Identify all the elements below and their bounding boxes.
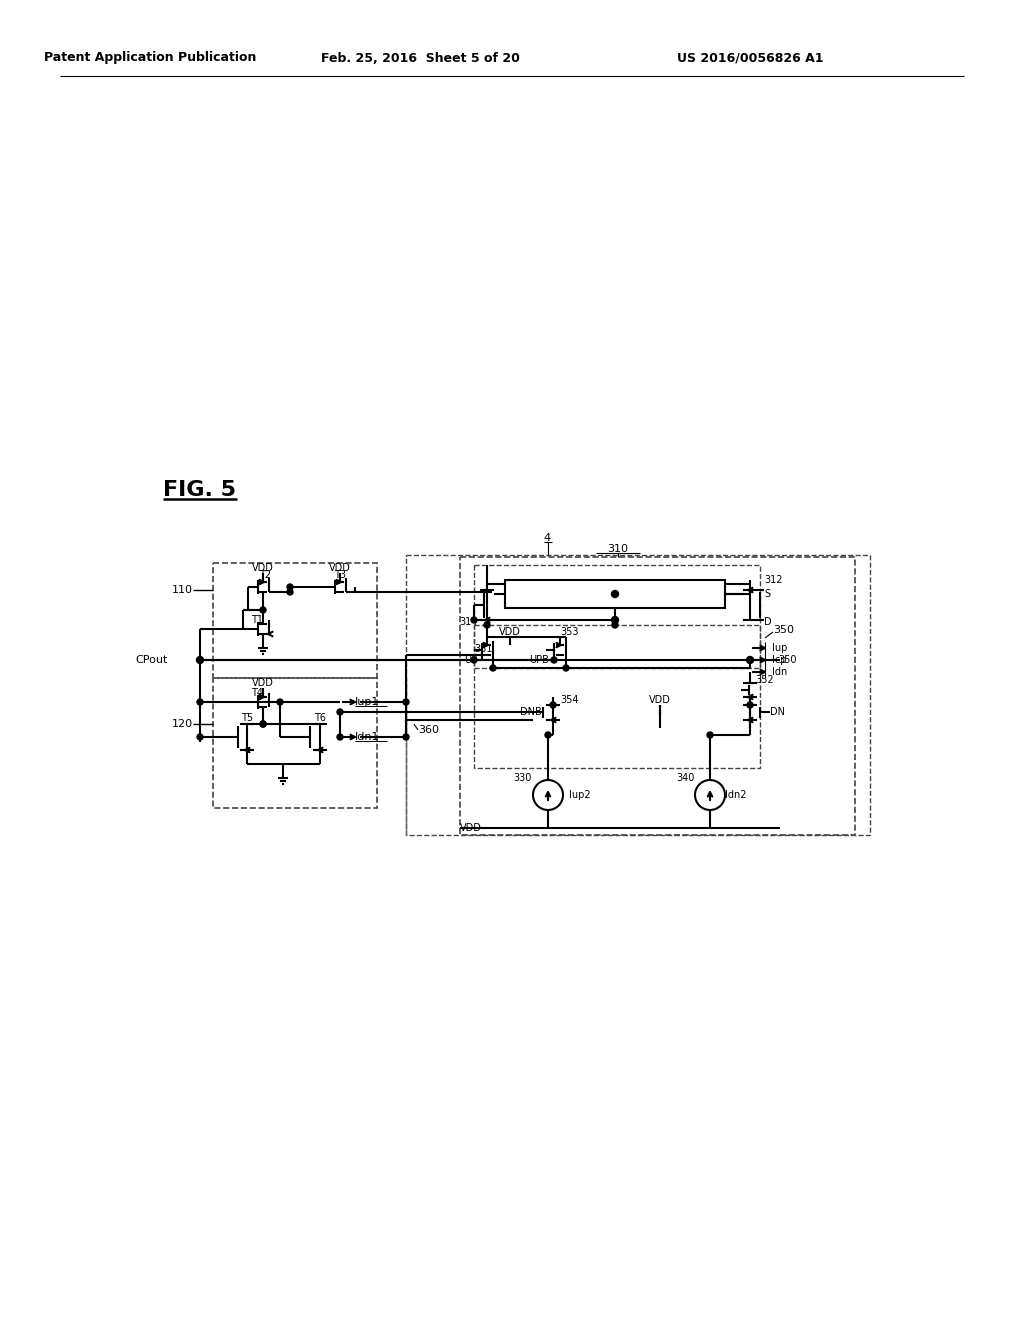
Text: VDD: VDD (649, 696, 671, 705)
Text: VDD: VDD (252, 564, 274, 573)
Text: VDD: VDD (499, 627, 521, 638)
Text: Idn1: Idn1 (355, 733, 380, 742)
Circle shape (403, 734, 409, 741)
Circle shape (550, 702, 556, 708)
Bar (474, 565, 760, 668)
Text: T1: T1 (251, 615, 263, 624)
Text: DNB: DNB (520, 708, 542, 717)
Circle shape (278, 700, 283, 705)
Bar (505, 579, 725, 609)
Text: T5: T5 (241, 713, 253, 723)
Bar (474, 624, 760, 768)
Circle shape (707, 733, 713, 738)
Text: 352: 352 (755, 675, 773, 685)
Text: 360: 360 (418, 725, 439, 735)
Text: 314: 314 (460, 616, 478, 627)
Circle shape (287, 583, 293, 590)
Circle shape (337, 709, 343, 715)
Circle shape (612, 622, 618, 628)
Text: FIG. 5: FIG. 5 (163, 480, 236, 500)
Circle shape (545, 733, 551, 738)
Bar (213, 564, 377, 678)
Circle shape (197, 656, 204, 664)
Bar (213, 678, 377, 808)
Circle shape (197, 700, 203, 705)
Text: VDD: VDD (329, 564, 351, 573)
Text: VDD: VDD (460, 822, 482, 833)
Circle shape (611, 616, 618, 623)
Circle shape (260, 607, 266, 612)
Text: 310: 310 (607, 544, 629, 554)
Text: Iup2: Iup2 (569, 789, 591, 800)
Text: D: D (764, 616, 772, 627)
Text: Idn: Idn (772, 667, 787, 677)
Text: 350: 350 (778, 655, 797, 665)
Circle shape (260, 721, 266, 727)
Circle shape (746, 656, 754, 664)
Text: UPB: UPB (529, 655, 549, 665)
Text: 4: 4 (544, 533, 551, 543)
Text: 350: 350 (773, 624, 794, 635)
Text: Iup: Iup (772, 643, 787, 653)
Text: T3: T3 (334, 570, 346, 579)
Text: US 2016/0056826 A1: US 2016/0056826 A1 (677, 51, 823, 65)
Text: Icp: Icp (772, 655, 786, 665)
Text: VDD: VDD (252, 678, 274, 688)
Circle shape (611, 590, 618, 598)
Circle shape (471, 657, 477, 663)
Text: T6: T6 (314, 713, 326, 723)
Text: 351: 351 (474, 644, 493, 653)
Circle shape (484, 622, 490, 628)
Text: 330: 330 (514, 774, 532, 783)
Circle shape (337, 734, 343, 741)
Text: Feb. 25, 2016  Sheet 5 of 20: Feb. 25, 2016 Sheet 5 of 20 (321, 51, 519, 65)
Text: T2: T2 (259, 570, 271, 579)
Text: Iup1: Iup1 (355, 697, 379, 708)
Circle shape (287, 589, 293, 595)
Text: 120: 120 (172, 719, 193, 729)
Circle shape (490, 665, 496, 671)
Circle shape (563, 665, 569, 671)
Text: Idn2: Idn2 (725, 789, 746, 800)
Text: 312: 312 (764, 576, 782, 585)
Circle shape (551, 657, 557, 663)
Text: S: S (764, 589, 770, 599)
Circle shape (471, 616, 477, 623)
Text: DN: DN (770, 708, 785, 717)
Text: 354: 354 (560, 696, 579, 705)
Text: CPout: CPout (135, 655, 168, 665)
Bar (406, 554, 870, 836)
Text: Patent Application Publication: Patent Application Publication (44, 51, 256, 65)
Bar (460, 557, 855, 836)
Circle shape (746, 702, 753, 708)
Text: 340: 340 (677, 774, 695, 783)
Circle shape (403, 700, 409, 705)
Text: 110: 110 (172, 585, 193, 595)
Text: 353: 353 (560, 627, 579, 638)
Circle shape (197, 734, 203, 741)
Circle shape (260, 721, 266, 727)
Text: UP: UP (464, 655, 477, 665)
Text: T4: T4 (251, 688, 263, 698)
